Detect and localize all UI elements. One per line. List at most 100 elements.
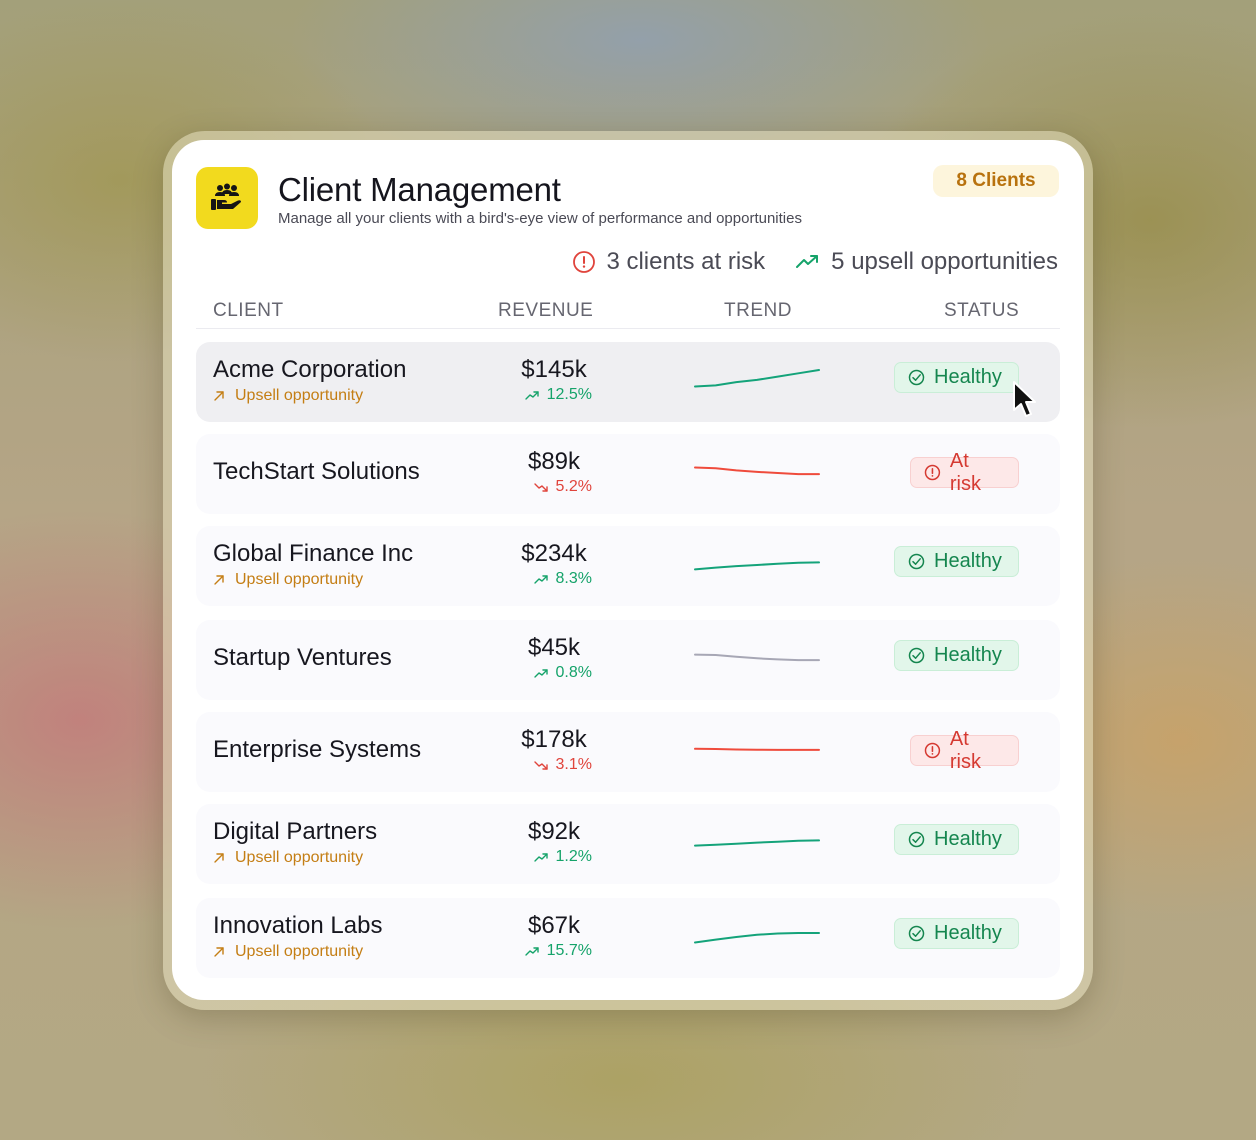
revenue-value: $67k (527, 912, 581, 939)
table-row[interactable]: Enterprise Systems $178k 3.1% At risk (196, 712, 1060, 792)
revenue-value: $234k (521, 540, 587, 567)
client-name[interactable]: Global Finance Inc (213, 540, 414, 567)
trending-down-icon (533, 482, 548, 492)
change-percent: 8.3% (555, 570, 592, 587)
client-name[interactable]: TechStart Solutions (213, 458, 420, 485)
trend-line (694, 932, 820, 944)
trending-up-icon (524, 946, 539, 956)
trend-sparkline (694, 466, 820, 476)
revenue-cell: $92k 1.2% (496, 818, 592, 866)
revenue-cell: $234k 8.3% (496, 540, 592, 588)
arrow-up-right-icon (214, 575, 224, 585)
client-name[interactable]: Innovation Labs (213, 912, 383, 939)
table-header: CLIENT REVENUE TREND STATUS (196, 298, 1060, 329)
table-row[interactable]: TechStart Solutions $89k 5.2% At risk (196, 434, 1060, 514)
client-count-badge: 8 Clients (933, 165, 1059, 197)
revenue-change: 1.2% (533, 848, 592, 866)
check-circle-icon (908, 553, 925, 570)
change-percent: 12.5% (546, 386, 592, 403)
upsell-label: Upsell opportunity (235, 849, 364, 866)
status-label: Healthy (934, 922, 1002, 944)
revenue-change: 15.7% (524, 942, 592, 960)
revenue-change: 3.1% (533, 756, 592, 774)
page-subtitle: Manage all your clients with a bird's-ey… (278, 210, 802, 227)
change-percent: 15.7% (546, 942, 592, 959)
upsell-summary: 5 upsell opportunities (795, 248, 1058, 276)
status-badge[interactable]: At risk (910, 450, 1019, 495)
table-row[interactable]: Acme Corporation Upsell opportunity $145k 1… (196, 342, 1060, 422)
revenue-change: 0.8% (533, 664, 592, 682)
status-badge[interactable]: Healthy (894, 918, 1019, 949)
trend-line (694, 466, 820, 476)
status-badge[interactable]: Healthy (894, 546, 1019, 577)
trending-up-icon (533, 574, 548, 584)
upsell-tag[interactable]: Upsell opportunity (213, 571, 363, 589)
client-name[interactable]: Startup Ventures (213, 644, 392, 671)
trending-up-icon (524, 390, 539, 400)
client-name[interactable]: Acme Corporation (213, 356, 407, 383)
trend-sparkline (694, 369, 820, 388)
revenue-cell: $178k 3.1% (496, 726, 592, 774)
client-name[interactable]: Digital Partners (213, 818, 378, 845)
table-row[interactable]: Global Finance Inc Upsell opportunity $234… (196, 526, 1060, 606)
table-row[interactable]: Innovation Labs Upsell opportunity $67k 15.… (196, 898, 1060, 978)
upsell-label: Upsell opportunity (235, 571, 364, 588)
upsell-label: Upsell opportunity (235, 943, 364, 960)
client-name[interactable]: Enterprise Systems (213, 736, 422, 763)
status-label: Healthy (934, 366, 1002, 388)
change-percent: 1.2% (555, 848, 592, 865)
status-badge[interactable]: Healthy (894, 824, 1019, 855)
change-percent: 0.8% (555, 664, 592, 681)
trend-line (694, 747, 820, 751)
status-label: At risk (949, 727, 981, 773)
at-risk-summary: 3 clients at risk (572, 248, 765, 276)
revenue-value: $178k (521, 726, 587, 753)
trend-line (694, 561, 820, 571)
trend-line (694, 653, 820, 662)
status-label: Healthy (934, 550, 1002, 572)
revenue-value: $89k (527, 448, 581, 475)
table-row[interactable]: Startup Ventures $45k 0.8% Healthy (196, 620, 1060, 700)
revenue-value: $92k (527, 818, 581, 845)
mouse-cursor-icon (1013, 381, 1036, 417)
trend-sparkline (694, 747, 820, 751)
status-label: At risk (949, 449, 981, 495)
arrow-up-right-icon (214, 947, 224, 957)
at-risk-label: 3 clients at risk (606, 248, 766, 275)
trending-down-icon (533, 760, 548, 770)
status-label: Healthy (934, 644, 1002, 666)
column-header-status[interactable]: STATUS (944, 300, 1020, 321)
upsell-tag[interactable]: Upsell opportunity (213, 387, 363, 405)
revenue-value: $145k (521, 356, 587, 383)
revenue-change: 8.3% (533, 570, 592, 588)
client-management-card: Client Management Manage all your client… (172, 140, 1084, 1000)
revenue-cell: $45k 0.8% (496, 634, 592, 682)
summary-stats: 3 clients at risk 5 upsell opportunities (572, 248, 1058, 276)
status-badge[interactable]: At risk (910, 728, 1019, 773)
page-title: Client Management (278, 171, 561, 208)
trending-up-icon (796, 255, 819, 268)
column-header-trend[interactable]: TREND (724, 300, 792, 321)
arrow-up-right-icon (214, 853, 224, 863)
column-header-revenue[interactable]: REVENUE (498, 300, 594, 321)
table-row[interactable]: Digital Partners Upsell opportunity $92k 1.… (196, 804, 1060, 884)
check-circle-icon (908, 647, 925, 664)
revenue-cell: $89k 5.2% (496, 448, 592, 496)
trend-sparkline (694, 561, 820, 571)
revenue-change: 5.2% (533, 478, 592, 496)
check-circle-icon (908, 925, 925, 942)
trending-up-icon (533, 852, 548, 862)
alert-circle-icon (573, 251, 596, 273)
check-circle-icon (908, 369, 925, 386)
upsell-tag[interactable]: Upsell opportunity (213, 849, 363, 867)
trend-line (694, 839, 820, 847)
upsell-label: Upsell opportunity (235, 387, 364, 404)
team-hand-icon (196, 167, 258, 229)
status-badge[interactable]: Healthy (894, 362, 1019, 393)
upsell-tag[interactable]: Upsell opportunity (213, 943, 363, 961)
upsell-label: 5 upsell opportunities (831, 248, 1058, 275)
trend-line (694, 369, 820, 388)
revenue-cell: $145k 12.5% (496, 356, 592, 404)
column-header-client[interactable]: CLIENT (213, 300, 284, 321)
status-badge[interactable]: Healthy (894, 640, 1019, 671)
